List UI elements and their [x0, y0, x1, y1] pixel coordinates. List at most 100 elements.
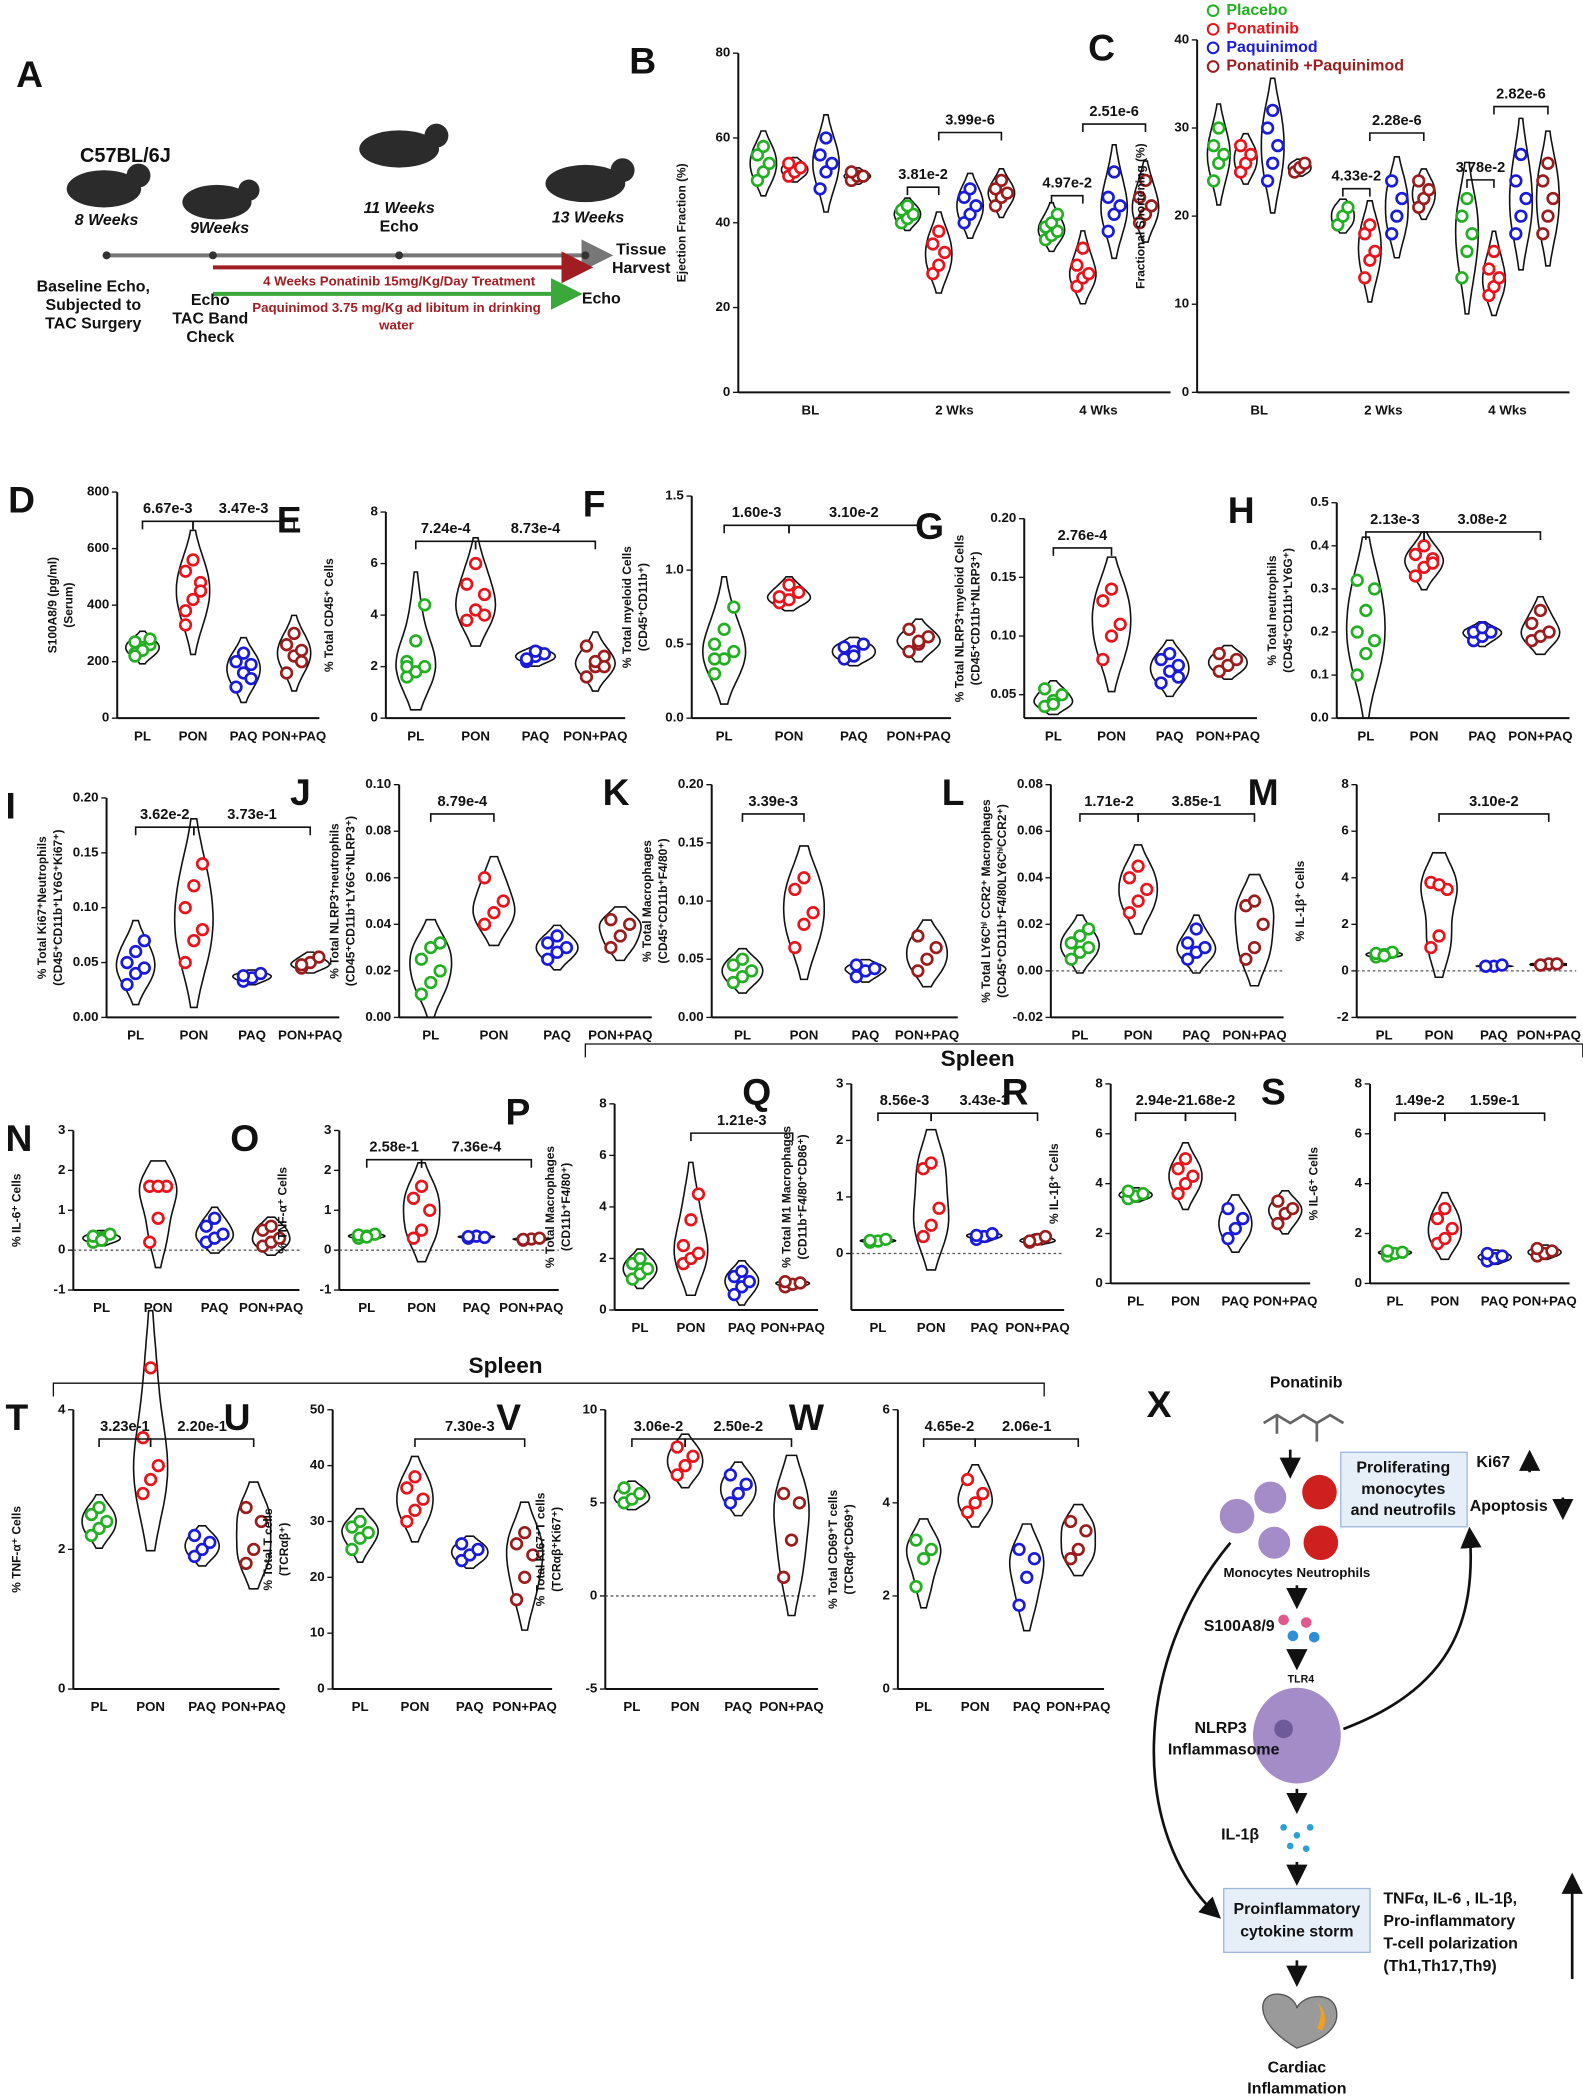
y-tick-label: 6: [1341, 823, 1348, 838]
panel-letter: X: [1147, 1383, 1172, 1425]
chart-panel: 0 2 4 6 % Total CD69⁺T cells (TCRαβ⁺CD69⁺) W PL…: [789, 1396, 1111, 1714]
data-point: [969, 1228, 984, 1243]
data-point: [797, 871, 811, 885]
panel-letter: V: [496, 1396, 521, 1438]
significance-bracket: [690, 1132, 794, 1142]
data-point: [1363, 218, 1377, 232]
data-point: [400, 1481, 414, 1495]
data-point: [1298, 156, 1312, 170]
y-tick-label: 0: [58, 1681, 65, 1696]
violin: [912, 1128, 950, 1271]
p-value: 3.99e-6: [945, 112, 995, 128]
x-tick-label: PL: [1045, 728, 1062, 743]
data-point: [707, 652, 722, 666]
data-point: [1131, 894, 1145, 908]
y-tick-label: 0: [590, 1587, 597, 1602]
significance-bracket: [420, 1158, 533, 1168]
violin: [1420, 851, 1458, 979]
data-point: [460, 613, 474, 627]
violin: [1131, 160, 1160, 243]
y-tick-label: 0.10: [73, 899, 99, 914]
inflammasome: Inflammasome: [1168, 1741, 1280, 1758]
data-point: [1144, 199, 1159, 213]
data-point: [1171, 1186, 1185, 1201]
data-point: [750, 173, 765, 188]
significance-bracket: [414, 1438, 526, 1447]
y-tick-label: 0.05: [678, 951, 704, 966]
data-point: [1495, 1249, 1509, 1263]
data-point: [1055, 688, 1069, 702]
baseline: Subjected to: [45, 297, 141, 314]
significance-bracket: [1050, 194, 1084, 204]
age: 13 Weeks: [552, 209, 625, 226]
p-value: 8.79e-4: [438, 794, 488, 810]
data-point: [207, 1211, 222, 1225]
data-point: [120, 977, 134, 992]
data-point: [924, 1218, 938, 1232]
data-point: [1171, 1162, 1185, 1176]
violin: [341, 1507, 379, 1563]
data-point: [916, 1229, 930, 1244]
y-axis-label: % Total Macrophages: [640, 840, 654, 962]
chart-panel: 0 2 4 6 8 % IL-6⁺ Cells S PL PON PAQ PON+PAQ 1.49e-…: [1261, 1070, 1577, 1308]
violin: [905, 919, 949, 988]
data-point: [988, 182, 1003, 196]
x-tick-label: PON+PAQ: [887, 728, 951, 743]
violin: [666, 1433, 704, 1489]
data-point: [1189, 922, 1203, 936]
data-point: [932, 258, 946, 272]
harvest: Tissue: [616, 241, 666, 258]
y-tick-label: 400: [87, 597, 109, 612]
data-point: [1525, 616, 1539, 631]
violin: [173, 818, 214, 1009]
y-tick-label: 600: [87, 540, 109, 555]
panel-letter: M: [1248, 771, 1279, 813]
y-tick-label: 0.00: [73, 1009, 99, 1024]
inflammasome: NLRP3: [1194, 1720, 1246, 1737]
data-point: [541, 952, 555, 966]
data-point: [1221, 658, 1235, 673]
data-point: [932, 224, 946, 238]
y-tick-label: 10: [583, 1401, 598, 1416]
significance-bracket: [1134, 1112, 1187, 1122]
data-point: [793, 1276, 807, 1290]
data-point: [597, 659, 611, 674]
violin: [455, 537, 497, 647]
violin: [719, 1461, 757, 1517]
data-point: [813, 148, 827, 162]
violin: [724, 1260, 760, 1306]
significance-bracket: [193, 826, 312, 836]
x-tick-label: BL: [801, 402, 819, 417]
y-axis-label: % Total T cells: [261, 1508, 275, 1590]
y-tick-label: 0.06: [365, 869, 391, 884]
receptor: TLR4: [1288, 1674, 1315, 1686]
data-point: [678, 1458, 692, 1473]
violin: [831, 636, 877, 667]
data-point: [1096, 594, 1110, 608]
y-tick-label: 6: [599, 1147, 606, 1162]
y-axis-label: (CD45⁺CD11b⁺): [636, 563, 650, 651]
y-axis-label: (TCRαβ⁺): [277, 1523, 291, 1576]
x-tick-label: PON+PAQ: [222, 1699, 286, 1714]
data-point: [1368, 244, 1382, 259]
section-label: Spleen: [469, 1353, 543, 1378]
y-tick-label: 8: [1341, 776, 1348, 791]
x-tick-label: PON+PAQ: [1508, 728, 1572, 743]
legend-marker: [1206, 60, 1220, 73]
y-tick-label: 30: [310, 1513, 325, 1528]
y-tick-label: 10: [310, 1625, 325, 1640]
x-tick-label: PON+PAQ: [588, 1028, 652, 1043]
data-point: [414, 1179, 429, 1193]
data-point: [1480, 1246, 1494, 1261]
data-point: [867, 961, 882, 976]
data-point: [1465, 227, 1479, 241]
violin: [957, 1464, 993, 1528]
x-tick-label: PON: [1430, 1294, 1459, 1309]
x-tick-label: PON+PAQ: [493, 1699, 557, 1714]
cytokine: IL-1β: [1221, 1827, 1259, 1844]
y-tick-label: 4: [1355, 1175, 1363, 1190]
p-value: 3.08e-2: [1457, 512, 1507, 528]
violin: [125, 630, 160, 665]
y-tick-label: 8: [599, 1095, 606, 1110]
data-point: [844, 165, 859, 179]
